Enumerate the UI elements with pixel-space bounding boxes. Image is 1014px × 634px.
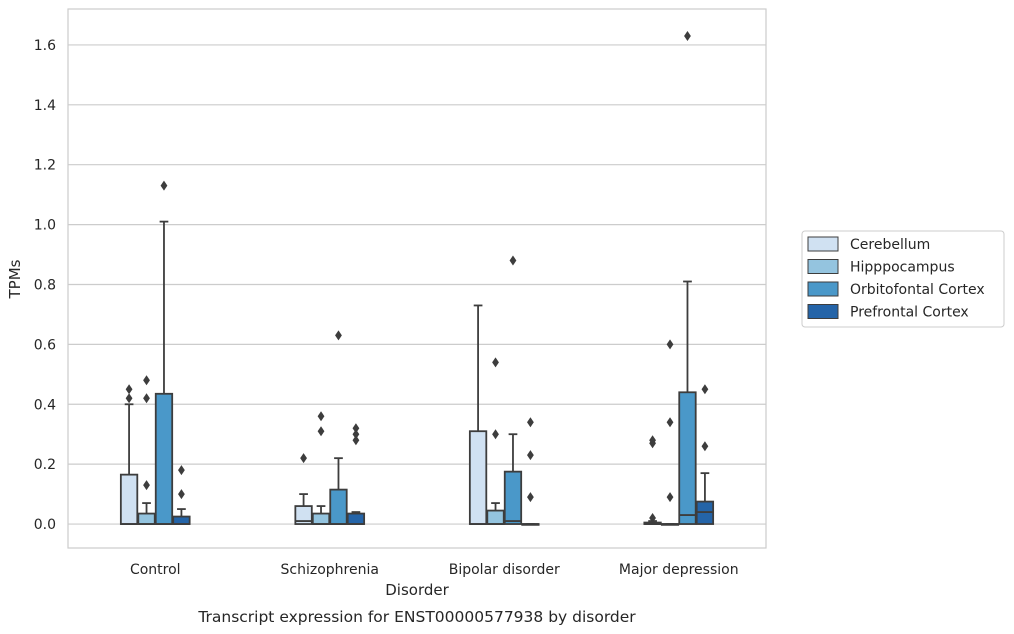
outlier-point — [701, 384, 709, 395]
box-series — [119, 30, 715, 526]
outlier-point — [684, 30, 691, 41]
box — [294, 505, 313, 525]
outlier-point — [160, 180, 168, 191]
legend-swatch — [807, 259, 839, 274]
y-tick-label: 0.0 — [34, 517, 56, 533]
outlier-point — [666, 492, 674, 503]
legend-swatch — [807, 304, 839, 319]
x-tick-label: Major depression — [619, 562, 739, 578]
series-group — [119, 304, 662, 525]
legend-label: Orbitofontal Cortex — [850, 282, 985, 298]
outlier-point — [352, 423, 360, 434]
box — [137, 512, 156, 525]
box — [329, 488, 348, 525]
outlier-point — [178, 465, 185, 476]
x-axis-label: Disorder — [385, 581, 449, 599]
series-group — [154, 30, 697, 525]
outlier-point — [527, 417, 534, 428]
outlier-point — [125, 384, 133, 395]
y-tick-label: 0.4 — [34, 397, 56, 413]
legend-label: Cerebellum — [850, 237, 930, 253]
outlier-point — [300, 453, 307, 464]
legend-swatch — [807, 281, 839, 297]
legend-frame — [801, 230, 1005, 328]
outlier-point — [317, 426, 325, 437]
box — [503, 470, 523, 525]
series-group — [137, 339, 680, 526]
legend-label: Hipppocampus — [850, 260, 955, 276]
y-tick-label: 1.2 — [34, 158, 56, 174]
outlier-point — [125, 393, 133, 404]
box — [154, 392, 174, 525]
box — [311, 512, 331, 525]
outlier-point — [527, 492, 534, 503]
plot-background — [68, 9, 766, 548]
legend: Cerebellum Hipppocampus Orbitofontal Corte… — [801, 230, 1005, 328]
chart-caption: Transcript expression for ENST0000057793… — [197, 608, 636, 626]
y-tick-label: 1.0 — [34, 218, 56, 234]
outlier-point — [143, 375, 150, 386]
x-axis-ticks: Control Schizophrenia Bipolar disorder Majo… — [130, 562, 739, 578]
x-tick-label: Bipolar disorder — [449, 562, 560, 578]
y-axis-ticks: 0.0 0.2 0.4 0.6 0.8 1.0 1.2 1.4 1.6 — [34, 38, 56, 533]
box — [468, 430, 488, 525]
outlier-point — [492, 429, 499, 440]
box — [346, 512, 366, 525]
outlier-point — [178, 489, 185, 500]
y-tick-label: 1.6 — [34, 38, 56, 54]
outlier-point — [143, 480, 150, 491]
outlier-point — [649, 435, 656, 446]
outlier-point — [335, 330, 342, 341]
y-axis-label: TPMs — [6, 259, 24, 299]
outlier-point — [352, 429, 360, 440]
x-tick-label: Control — [130, 562, 181, 578]
box — [678, 391, 697, 525]
outlier-point — [527, 450, 534, 461]
plot-frame — [67, 8, 767, 549]
outlier-point — [649, 513, 656, 524]
y-tick-label: 1.4 — [34, 98, 56, 114]
series-group — [172, 384, 715, 526]
outlier-point — [701, 441, 709, 452]
box — [486, 509, 505, 525]
outlier-point — [352, 435, 360, 446]
outlier-point — [143, 393, 150, 404]
box — [119, 473, 139, 525]
outlier-point — [317, 411, 325, 422]
y-tick-label: 0.2 — [34, 457, 56, 473]
y-tick-label: 0.6 — [34, 337, 56, 353]
outlier-point — [666, 339, 674, 350]
legend-label: Prefrontal Cortex — [850, 305, 969, 321]
x-tick-label: Schizophrenia — [281, 562, 379, 578]
outlier-point — [666, 417, 674, 428]
box — [172, 515, 191, 525]
outlier-point — [492, 357, 499, 368]
outlier-point — [509, 255, 517, 266]
y-tick-label: 0.8 — [34, 277, 56, 293]
legend-swatch — [807, 236, 839, 252]
